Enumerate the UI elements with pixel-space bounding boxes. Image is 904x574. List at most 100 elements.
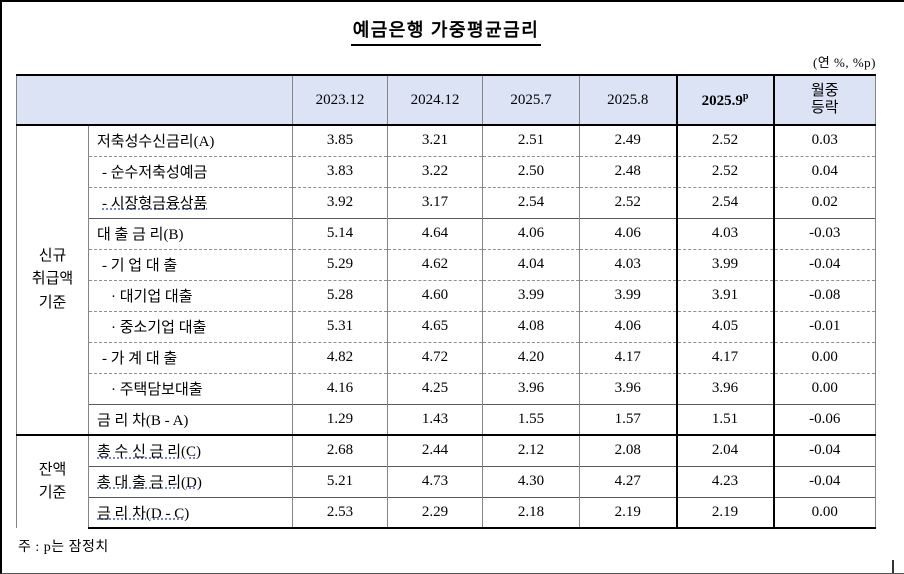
value-cell: -0.08 — [773, 279, 876, 311]
table-row: 신규 취급액 기준 저축성수신금리(A) 3.85 3.21 2.51 2.49… — [16, 125, 876, 435]
table-row: 총 대 출 금 리(D) 5.21 4.73 4.30 4.27 4.23 -0… — [17, 465, 876, 497]
value-cell: 2.54 — [482, 186, 580, 218]
value-cell: 4.27 — [579, 465, 677, 497]
value-cell: 4.20 — [482, 341, 580, 373]
value-cell: 4.65 — [387, 310, 483, 342]
table-row: 대 출 금 리(B) 5.14 4.64 4.06 4.06 4.03 -0.0… — [17, 217, 876, 249]
value-cell-highlight: 2.19 — [675, 496, 775, 529]
value-cell: 0.04 — [773, 155, 876, 187]
value-cell: 2.51 — [482, 125, 580, 156]
value-cell: 3.96 — [579, 372, 677, 404]
row-label: 저축성수신금리(A) — [88, 125, 293, 156]
value-cell: 4.04 — [482, 248, 580, 280]
row-label: · 대기업 대출 — [88, 279, 293, 311]
value-cell-highlight: 3.96 — [675, 372, 775, 404]
value-cell: 1.43 — [387, 403, 483, 435]
page-title: 예금은행 가중평균금리 — [350, 16, 542, 46]
value-cell: 2.08 — [579, 434, 677, 466]
table-row: 금 리 차(D - C) 2.53 2.29 2.18 2.19 2.19 0.… — [17, 496, 876, 529]
footnote: 주 : p는 잠정치 — [18, 540, 109, 555]
value-cell: 3.22 — [387, 155, 483, 187]
row-label: · 중소기업 대출 — [88, 310, 293, 342]
value-cell: 0.00 — [773, 496, 876, 529]
provisional-superscript: p — [742, 90, 749, 102]
value-cell: 4.64 — [387, 217, 483, 249]
unit-note: (연 %, %p) — [812, 55, 876, 70]
col-header-2025-8: 2025.8 — [579, 74, 677, 126]
value-cell: 2.44 — [387, 434, 483, 466]
value-cell: 0.00 — [773, 341, 876, 373]
value-cell: 0.02 — [773, 186, 876, 218]
row-group-new-transactions: 신규 취급액 기준 — [16, 125, 89, 435]
value-cell: 2.18 — [482, 496, 580, 529]
value-cell: 4.17 — [579, 341, 677, 373]
value-cell: 5.31 — [292, 310, 388, 342]
row-label: 금 리 차(B - A) — [88, 403, 293, 435]
row-label: 총 대 출 금 리(D) — [88, 465, 293, 497]
value-cell: -0.06 — [773, 403, 876, 435]
value-cell: -0.04 — [773, 248, 876, 280]
value-cell-highlight: 4.23 — [675, 465, 775, 497]
table-row: · 대기업 대출 5.28 4.60 3.99 3.99 3.91 -0.08 — [17, 279, 876, 311]
value-cell: 2.50 — [482, 155, 580, 187]
value-cell-highlight: 2.54 — [675, 186, 775, 218]
col-header-2025-9p: 2025.9p — [675, 74, 775, 126]
value-cell: -0.04 — [773, 465, 876, 497]
row-label: · 주택담보대출 — [88, 372, 293, 404]
value-cell: 2.52 — [579, 186, 677, 218]
value-cell: 4.16 — [292, 372, 388, 404]
table-row: · 중소기업 대출 5.31 4.65 4.08 4.06 4.05 -0.01 — [17, 310, 876, 342]
row-label: 대 출 금 리(B) — [88, 217, 293, 249]
table-row: · 주택담보대출 4.16 4.25 3.96 3.96 3.96 0.00 — [17, 372, 876, 404]
row-label: - 가 계 대 출 — [88, 341, 293, 373]
table-row: 금 리 차(B - A) 1.29 1.43 1.55 1.57 1.51 -0… — [17, 403, 876, 435]
value-cell: 3.92 — [292, 186, 388, 218]
value-cell: 4.60 — [387, 279, 483, 311]
col-header-2023-12: 2023.12 — [292, 74, 388, 126]
col-header-2025-7: 2025.7 — [482, 74, 580, 126]
value-cell-highlight: 4.03 — [675, 217, 775, 249]
value-cell: 2.19 — [579, 496, 677, 529]
value-cell: 4.03 — [579, 248, 677, 280]
value-cell: 2.29 — [387, 496, 483, 529]
value-cell: 4.06 — [579, 217, 677, 249]
value-cell: 3.17 — [387, 186, 483, 218]
row-label: - 기 업 대 출 — [88, 248, 293, 280]
value-cell: 2.53 — [292, 496, 388, 529]
table-row: - 기 업 대 출 5.29 4.62 4.04 4.03 3.99 -0.04 — [17, 248, 876, 280]
col-header-monthly-change: 월중 등락 — [773, 74, 876, 126]
value-cell-highlight: 2.52 — [675, 125, 775, 156]
title-wrap: 예금은행 가중평균금리 — [16, 16, 876, 46]
value-cell: 2.68 — [292, 434, 388, 466]
value-cell: 4.30 — [482, 465, 580, 497]
value-cell: 2.12 — [482, 434, 580, 466]
value-cell: 1.57 — [579, 403, 677, 435]
table-row: - 가 계 대 출 4.82 4.72 4.20 4.17 4.17 0.00 — [17, 341, 876, 373]
value-cell: 4.82 — [292, 341, 388, 373]
value-cell-highlight: 3.99 — [675, 248, 775, 280]
row-group-outstanding: 잔액 기준 — [16, 434, 89, 528]
col-header-2024-12: 2024.12 — [387, 74, 483, 126]
value-cell: 4.73 — [387, 465, 483, 497]
value-cell: -0.04 — [773, 434, 876, 466]
table-row: - 시장형금융상품 3.92 3.17 2.54 2.52 2.54 0.02 — [17, 186, 876, 218]
value-cell: -0.01 — [773, 310, 876, 342]
value-cell: 3.99 — [482, 279, 580, 311]
value-cell: 2.49 — [579, 125, 677, 156]
value-cell: 3.99 — [579, 279, 677, 311]
table-row: - 순수저축성예금 3.83 3.22 2.50 2.48 2.52 0.04 — [17, 155, 876, 187]
value-cell: 4.72 — [387, 341, 483, 373]
value-cell: 2.48 — [579, 155, 677, 187]
value-cell: 4.25 — [387, 372, 483, 404]
value-cell: 5.14 — [292, 217, 388, 249]
value-cell-highlight: 1.51 — [675, 403, 775, 435]
value-cell: 3.85 — [292, 125, 388, 156]
row-label: - 시장형금융상품 — [88, 186, 293, 218]
value-cell-highlight: 3.91 — [675, 279, 775, 311]
value-cell: 1.55 — [482, 403, 580, 435]
value-cell: 0.00 — [773, 372, 876, 404]
value-cell: 4.06 — [579, 310, 677, 342]
page-corner-mark — [892, 560, 894, 573]
value-cell: 5.21 — [292, 465, 388, 497]
